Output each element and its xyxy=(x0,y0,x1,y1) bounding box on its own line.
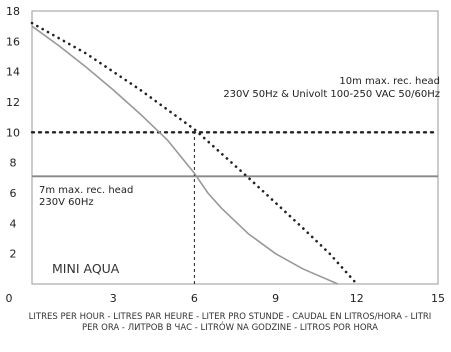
x-tick-12: 12 xyxy=(350,292,364,305)
series-line-solid xyxy=(31,25,339,285)
y-tick-16: 16 xyxy=(6,35,20,48)
annotation-brand-line-1: MINI AQUA xyxy=(52,261,120,276)
y-tick-8: 8 xyxy=(10,157,17,170)
x-tick-6: 6 xyxy=(191,292,198,305)
y-tick-18: 18 xyxy=(6,5,20,18)
annotation-ten-line-1: 10m max. rec. head xyxy=(339,76,440,87)
x-tick-0: 0 xyxy=(6,292,13,305)
plot-frame xyxy=(31,10,439,285)
x-tick-9: 9 xyxy=(272,292,279,305)
series-line-dotted xyxy=(30,21,359,286)
annotation-ten-line-2: 230V 50Hz & Univolt 100-250 VAC 50/60Hz xyxy=(223,89,440,100)
y-tick-6: 6 xyxy=(10,187,17,200)
annotation-seven-line-2: 230V 60Hz xyxy=(39,197,94,208)
y-tick-12: 12 xyxy=(6,96,20,109)
x-tick-3: 3 xyxy=(110,292,117,305)
y-tick-4: 4 xyxy=(10,217,17,230)
y-tick-10: 10 xyxy=(6,126,20,139)
x-axis-label: LITRES PER HOUR - LITRES PAR HEURE - LIT… xyxy=(28,312,432,333)
y-tick-14: 14 xyxy=(6,66,20,79)
x-tick-15: 15 xyxy=(431,292,445,305)
y-tick-2: 2 xyxy=(10,248,17,261)
annotation-seven-line-1: 7m max. rec. head xyxy=(39,185,133,196)
